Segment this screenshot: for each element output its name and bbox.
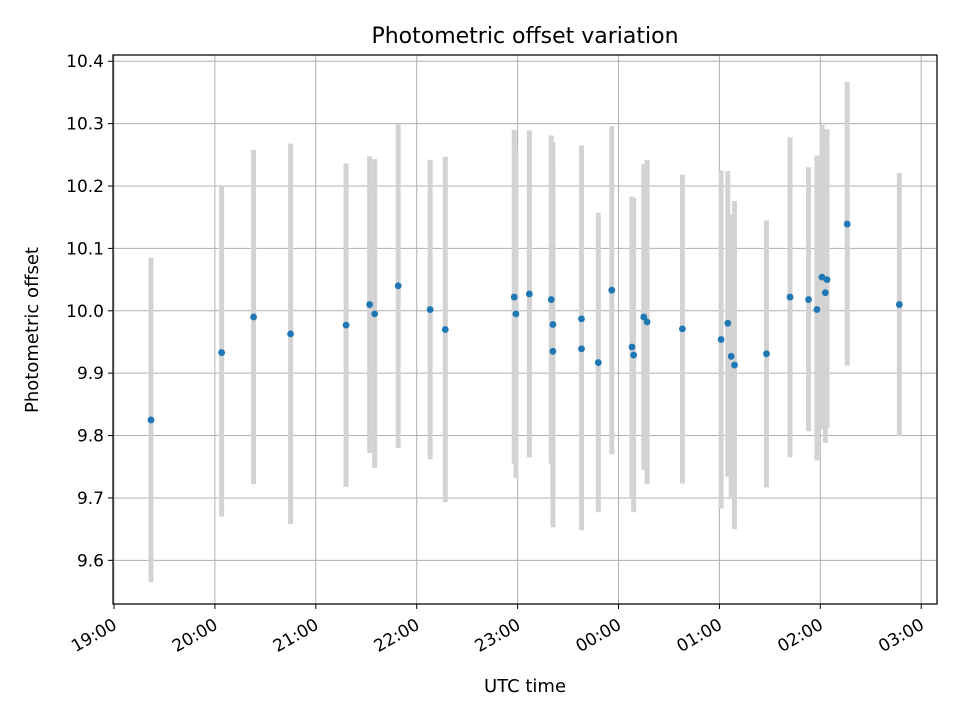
- y-axis-ticks: 9.6 9.7 9.8 9.9 10.0 10.1 10.2 10.3 10.4: [66, 52, 113, 571]
- data-point: [640, 313, 648, 321]
- data-point: [578, 345, 585, 353]
- data-point: [823, 276, 831, 283]
- data-point: [763, 350, 770, 358]
- data-point: [608, 286, 616, 294]
- data-point: [578, 315, 585, 323]
- data-point: [287, 330, 294, 338]
- x-axis-label: UTC time: [484, 676, 566, 697]
- data-point: [394, 282, 402, 290]
- y-tick-label: 10.1: [66, 239, 104, 259]
- data-point: [727, 352, 735, 360]
- data-point: [549, 347, 557, 355]
- data-point: [628, 343, 636, 351]
- data-point: [426, 306, 434, 313]
- data-point: [805, 296, 812, 303]
- data-point: [549, 321, 557, 328]
- data-point: [717, 336, 725, 343]
- data-point: [218, 349, 226, 356]
- y-tick-label: 10.2: [66, 177, 104, 197]
- data-point: [594, 359, 602, 366]
- data-point: [679, 325, 686, 333]
- data-point: [813, 306, 821, 313]
- y-tick-label: 9.8: [77, 427, 104, 447]
- y-tick-label: 10.0: [66, 302, 104, 322]
- y-tick-label: 10.4: [66, 52, 104, 72]
- data-point: [147, 416, 155, 424]
- data-point: [342, 321, 350, 329]
- data-point: [512, 310, 520, 318]
- data-point: [510, 293, 518, 301]
- plot-frame: [112, 54, 938, 605]
- y-tick-label: 9.6: [77, 551, 104, 571]
- data-point: [786, 293, 794, 301]
- data-point: [818, 273, 826, 281]
- data-point: [843, 220, 851, 228]
- data-point: [525, 290, 533, 298]
- data-point: [724, 319, 732, 327]
- y-tick-label: 9.7: [77, 489, 104, 509]
- data-point: [643, 318, 651, 326]
- data-point: [895, 301, 903, 308]
- data-point: [547, 296, 555, 303]
- data-points: [147, 220, 903, 424]
- data-point: [371, 310, 379, 318]
- data-point: [250, 313, 257, 321]
- data-point: [441, 326, 449, 333]
- y-axis-label: Photometric offset: [22, 247, 43, 413]
- data-point: [821, 289, 829, 297]
- data-point: [731, 361, 738, 369]
- data-point: [366, 301, 374, 308]
- chart-title: Photometric offset variation: [371, 24, 678, 49]
- data-point: [630, 351, 638, 359]
- y-tick-label: 10.3: [66, 115, 104, 135]
- y-tick-label: 9.9: [77, 364, 104, 384]
